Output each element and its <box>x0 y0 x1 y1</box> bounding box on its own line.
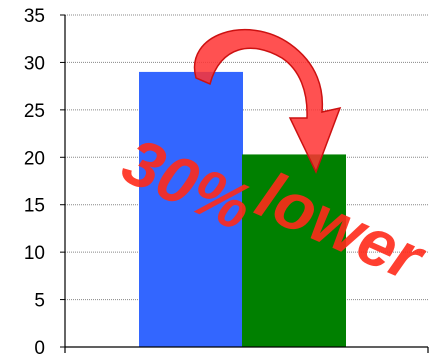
y-tick-label: 15 <box>24 196 45 217</box>
bars <box>139 71 346 348</box>
curved-arrow-icon <box>193 29 342 174</box>
axes <box>64 15 429 353</box>
y-tick-label: 35 <box>24 6 45 27</box>
bar-1 <box>139 71 243 348</box>
bar-2 <box>242 154 346 347</box>
y-tick-label: 20 <box>24 148 45 169</box>
y-tick-label: 0 <box>34 338 45 357</box>
y-tick-label: 10 <box>24 243 45 264</box>
y-tick-label: 5 <box>34 291 45 312</box>
y-tick-label: 25 <box>24 101 45 122</box>
gridlines <box>65 14 428 301</box>
y-axis-tick-labels: 0 5 10 15 20 25 30 35 <box>24 6 65 357</box>
y-tick-label: 30 <box>24 53 45 74</box>
